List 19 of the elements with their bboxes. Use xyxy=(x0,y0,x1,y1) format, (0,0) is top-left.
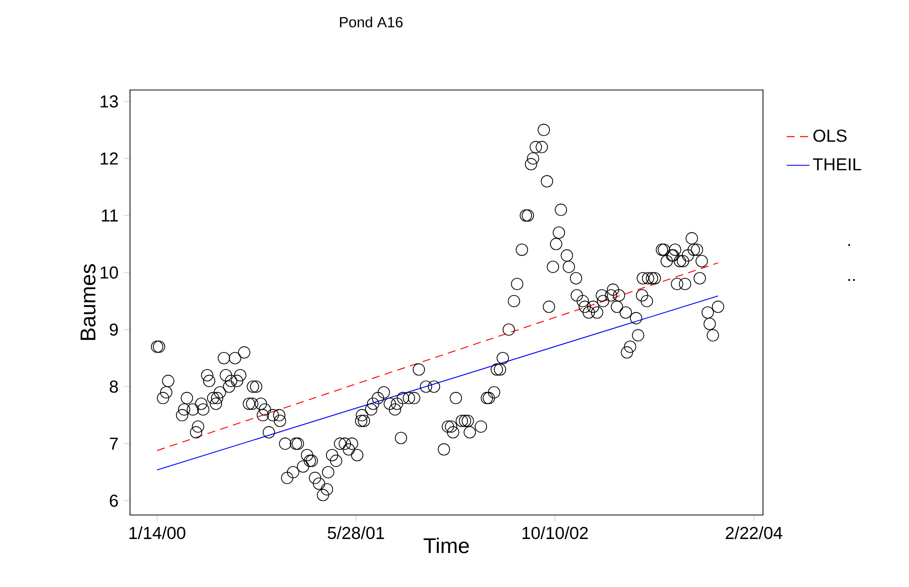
text: .. xyxy=(848,279,855,281)
y-tick-label: 12 xyxy=(100,152,118,165)
y-tick-label: 13 xyxy=(100,95,118,108)
x-tick-label: 5/28/01 xyxy=(328,526,384,540)
legend-label: THEIL xyxy=(813,158,862,170)
x-tick-label: 10/10/02 xyxy=(522,526,588,540)
legend-label: OLS xyxy=(813,130,847,142)
y-tick-label: 9 xyxy=(110,323,118,336)
y-tick-label: 6 xyxy=(110,494,118,507)
y-tick-label: 8 xyxy=(110,380,118,393)
text: . xyxy=(848,244,850,246)
x-axis-title: Time xyxy=(424,538,469,554)
chart-title: Pond A16 xyxy=(340,16,403,28)
y-tick-label: 7 xyxy=(110,438,118,450)
y-tick-label: 10 xyxy=(100,266,118,279)
y-tick-label: 11 xyxy=(102,210,118,222)
x-tick-label: 1/14/00 xyxy=(129,526,186,540)
y-axis-title: Baumes xyxy=(80,264,96,340)
x-tick-label: 2/22/04 xyxy=(726,526,782,540)
